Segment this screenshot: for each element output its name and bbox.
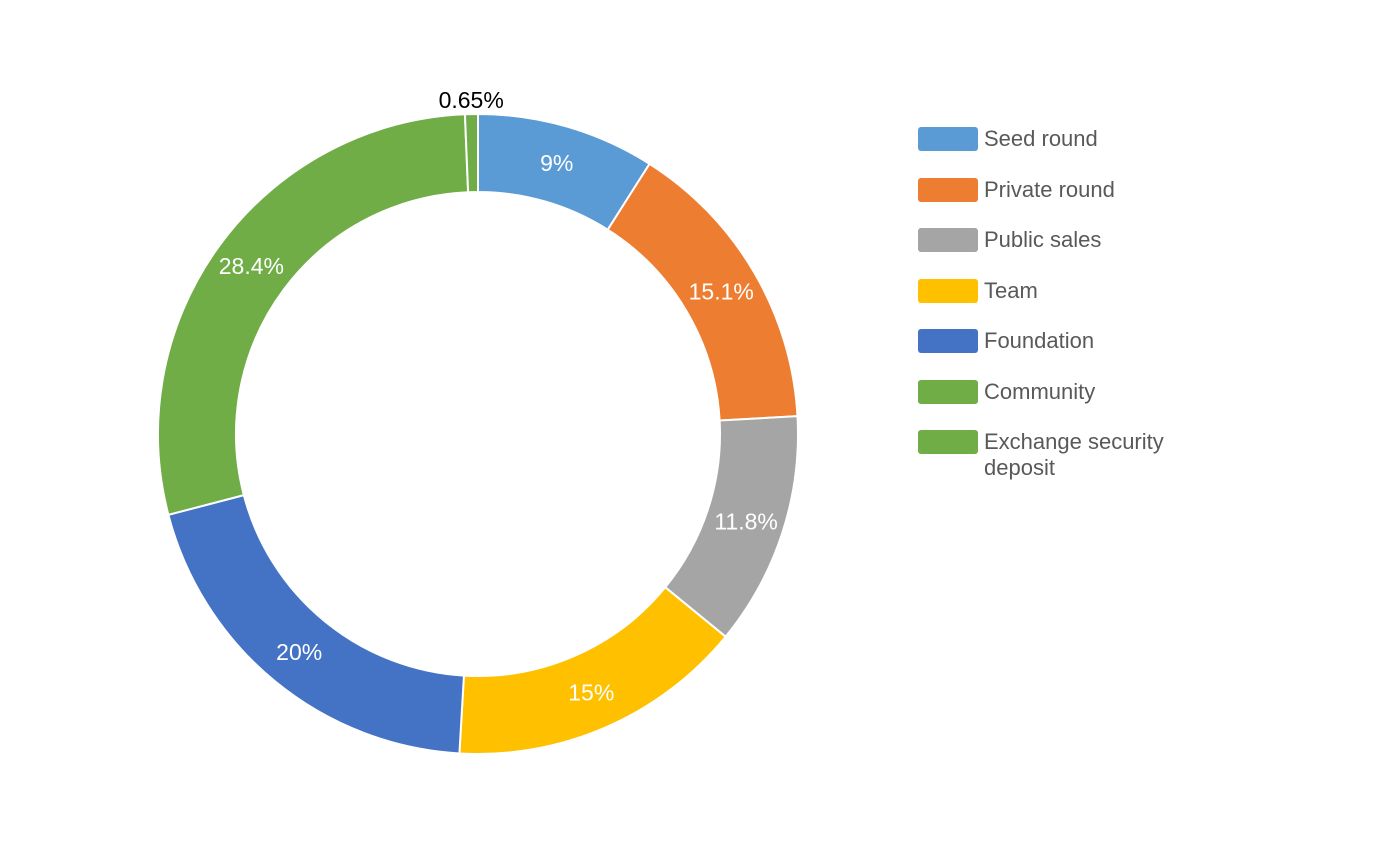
- data-label-private-round: 15.1%: [689, 278, 754, 304]
- data-labels-group: 9% 15.1% 11.8% 15% 20% 28.4% 0.65%: [219, 87, 778, 705]
- legend-item-seed-round: Seed round: [918, 126, 1218, 177]
- data-label-public-sales: 11.8%: [714, 508, 778, 534]
- slice-exchange-security-deposit: [463, 112, 479, 194]
- slice-foundation: [167, 493, 465, 755]
- legend-item-foundation: Foundation: [918, 328, 1218, 379]
- legend-label: Team: [984, 277, 1038, 303]
- legend-swatch: [918, 177, 978, 202]
- legend-label: Seed round: [984, 126, 1098, 151]
- legend-label: Community: [984, 378, 1096, 404]
- legend-swatch: [918, 228, 978, 252]
- legend-label: Exchange security deposit: [984, 429, 1164, 480]
- legend-item-community: Community: [918, 379, 1218, 430]
- data-label-exchange-security-deposit: 0.65%: [439, 87, 504, 113]
- legend-label: Private round: [984, 176, 1115, 202]
- legend-swatch: [918, 379, 978, 404]
- legend: Seed round Private round Public sales Te…: [918, 126, 1218, 480]
- legend-swatch: [918, 278, 978, 303]
- data-label-seed-round: 9%: [540, 150, 573, 176]
- legend-item-public-sales: Public sales: [918, 227, 1218, 278]
- legend-item-exchange-security-deposit: Exchange security deposit: [918, 429, 1218, 480]
- data-label-team: 15%: [568, 679, 614, 705]
- legend-item-team: Team: [918, 278, 1218, 329]
- legend-item-private-round: Private round: [918, 177, 1218, 228]
- data-label-foundation: 20%: [276, 639, 322, 665]
- slices-group: [157, 112, 799, 755]
- slice-team: [458, 585, 728, 755]
- data-label-community: 28.4%: [219, 253, 284, 279]
- slice-community: [157, 113, 470, 517]
- legend-label: Public sales: [984, 227, 1102, 252]
- legend-swatch: [918, 329, 978, 353]
- legend-swatch: [918, 127, 978, 151]
- legend-label: Foundation: [984, 328, 1095, 353]
- legend-swatch: [918, 430, 978, 454]
